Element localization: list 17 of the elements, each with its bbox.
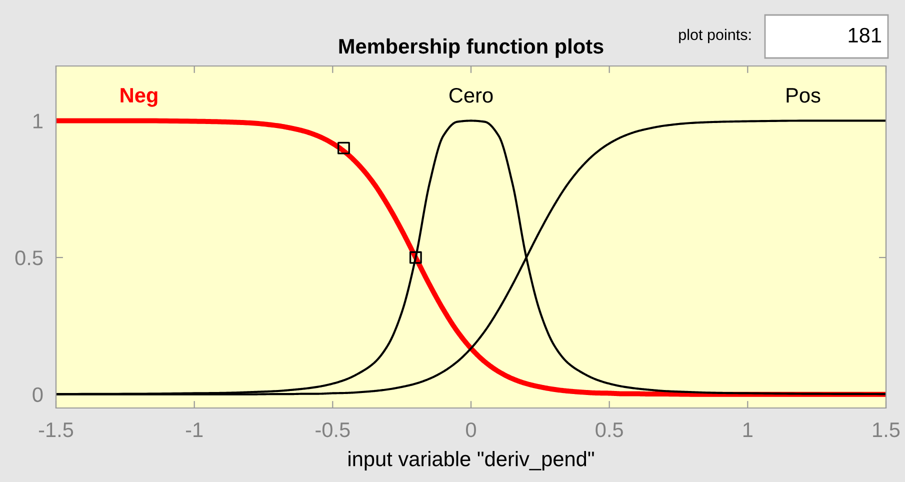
x-tick-label: 0.5 bbox=[596, 422, 623, 438]
y-tick-label: 1 bbox=[34, 114, 42, 128]
x-tick-label: -1 bbox=[186, 422, 203, 437]
y-tick-label: 0 bbox=[32, 387, 43, 402]
y-tick-label: 0.5 bbox=[15, 250, 43, 266]
series-label: Cero bbox=[449, 88, 493, 103]
text: plot points: bbox=[679, 28, 751, 44]
x-axis-title: input variable "deriv_pend" bbox=[348, 451, 594, 470]
chart-title: Membership function plots bbox=[339, 38, 604, 58]
x-tick-label: 1 bbox=[743, 422, 752, 437]
x-tick-label: -0.5 bbox=[316, 422, 350, 438]
series-label: Pos bbox=[786, 88, 820, 103]
text: 181 bbox=[848, 28, 881, 43]
x-tick-label: 1.5 bbox=[873, 422, 900, 438]
x-tick-label: -1.5 bbox=[38, 422, 74, 438]
series-label: Neg bbox=[120, 88, 158, 107]
x-tick-label: 0 bbox=[466, 422, 476, 438]
